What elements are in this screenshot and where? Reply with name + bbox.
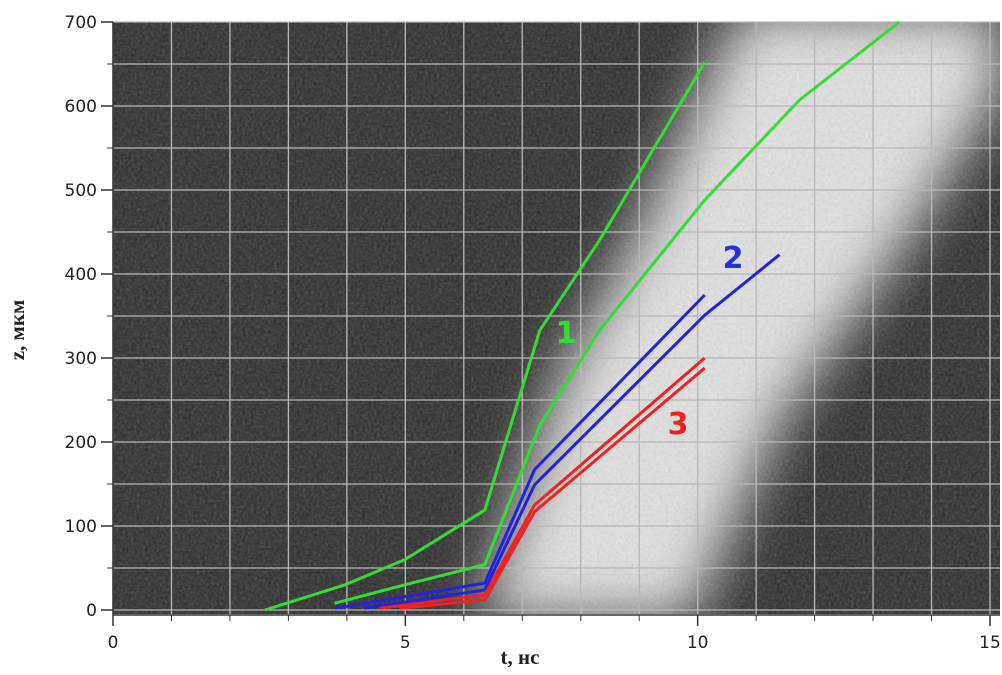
series-annotation: 3 — [668, 407, 689, 442]
data-line — [399, 366, 706, 610]
x-axis-label: t, нс — [501, 645, 540, 669]
background-image — [113, 22, 1000, 614]
x-tick-label: 0 — [108, 633, 119, 653]
y-tick-label: 400 — [65, 265, 97, 285]
y-tick-label: 0 — [86, 601, 97, 621]
y-tick-label: 200 — [65, 433, 97, 453]
y-tick-label: 100 — [65, 517, 97, 537]
y-tick-label: 300 — [65, 349, 97, 369]
x-tick-label: 5 — [400, 633, 411, 653]
data-line — [334, 20, 901, 605]
data-line — [364, 253, 781, 610]
x-tick-label: 15 — [979, 633, 1001, 653]
data-line — [334, 293, 706, 610]
y-axis-label: z, мкм — [5, 300, 29, 361]
series-annotation: 1 — [556, 316, 577, 351]
y-tick-label: 700 — [65, 13, 97, 33]
series-annotation: 2 — [723, 241, 744, 276]
data-line — [264, 61, 706, 612]
y-tick-label: 600 — [65, 97, 97, 117]
y-tick-label: 500 — [65, 181, 97, 201]
data-line — [379, 356, 706, 610]
x-tick-label: 10 — [687, 633, 709, 653]
